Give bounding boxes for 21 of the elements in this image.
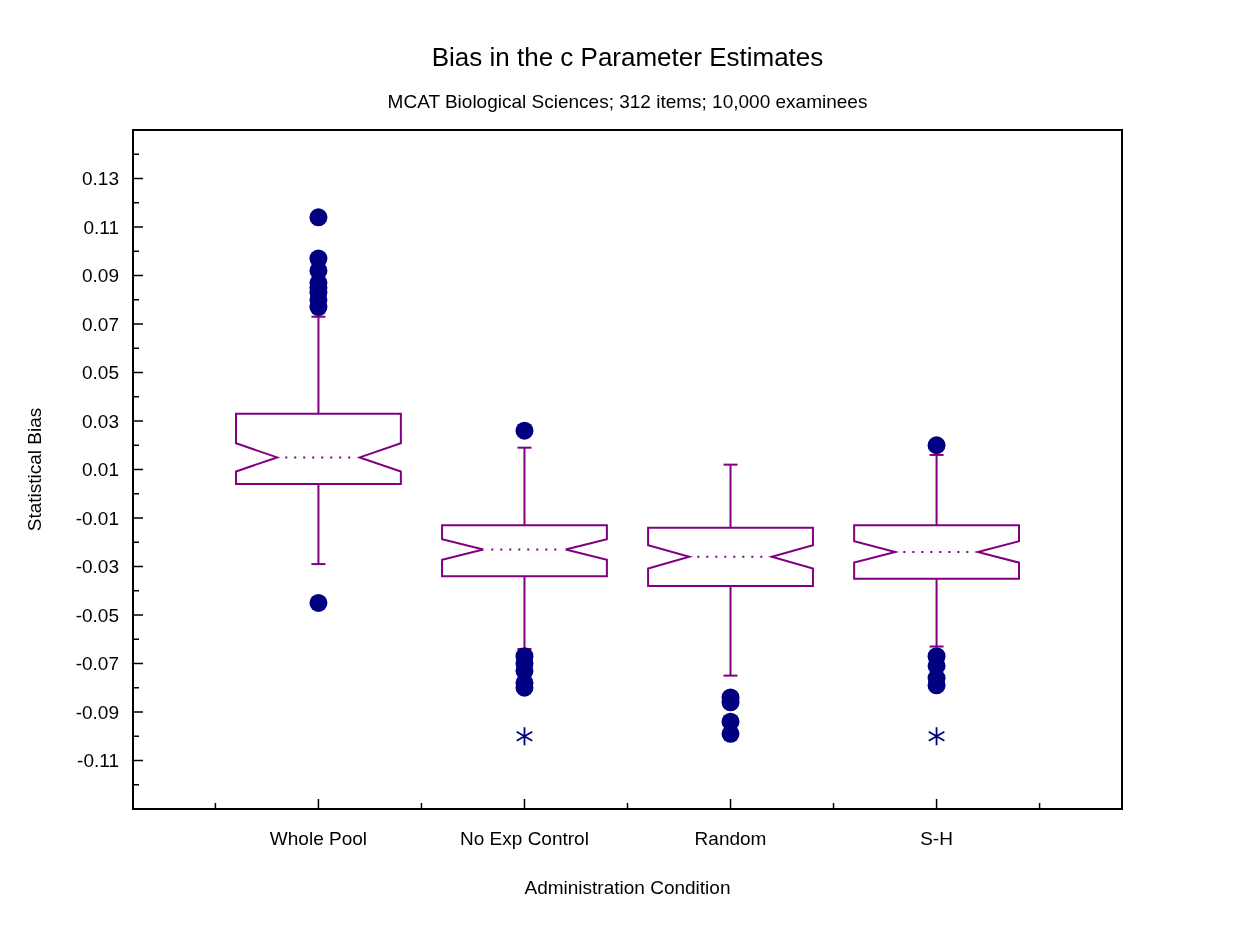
- y-tick-label: 0.13: [82, 168, 119, 190]
- y-tick-label: -0.05: [75, 604, 119, 626]
- x-tick-label: Whole Pool: [269, 828, 368, 849]
- x-tick-label: No Exp Control: [460, 828, 589, 849]
- x-axis-title: Administration Condition: [524, 877, 731, 898]
- y-tick-label: 0.09: [82, 265, 119, 287]
- chart-title: Bias in the c Parameter Estimates: [431, 42, 824, 72]
- y-tick-label: -0.07: [75, 653, 119, 675]
- y-tick-label: -0.11: [77, 750, 119, 772]
- y-tick-label: 0.03: [82, 410, 119, 432]
- y-tick-label: 0.07: [82, 313, 119, 335]
- y-tick-label: -0.01: [75, 507, 119, 529]
- y-tick-label: -0.09: [75, 701, 119, 723]
- y-axis-title: Statistical Bias: [24, 407, 45, 532]
- y-tick-label: -0.03: [75, 556, 119, 578]
- y-tick-label: 0.11: [83, 216, 119, 238]
- x-tick-label: Random: [694, 828, 767, 849]
- y-tick-label: 0.01: [82, 459, 119, 481]
- chart-subtitle: MCAT Biological Sciences; 312 items; 10,000 examinees: [387, 91, 868, 112]
- y-tick-label: 0.05: [82, 362, 119, 384]
- x-tick-label: S-H: [920, 828, 953, 849]
